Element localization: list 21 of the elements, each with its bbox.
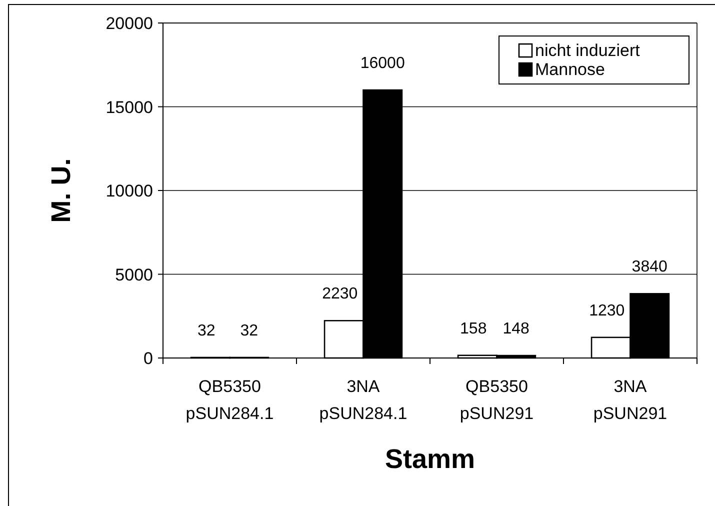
- y-tick-label: 15000: [106, 98, 153, 117]
- y-axis-title: M. U.: [46, 158, 76, 223]
- x-axis-title: Stamm: [384, 444, 476, 474]
- y-tick-label: 10000: [106, 182, 153, 200]
- data-label: 2230: [322, 286, 358, 303]
- x-tick-label: QB5350 pSUN291: [460, 377, 534, 423]
- y-tick-label: 0: [144, 349, 153, 368]
- data-label: 158: [460, 320, 487, 338]
- y-tick-label: 20000: [106, 14, 153, 33]
- x-tick-label: QB5350 pSUN284.1: [186, 377, 274, 423]
- data-label: 3840: [632, 258, 668, 276]
- data-label: 16000: [360, 55, 405, 72]
- data-label: 1230: [589, 302, 625, 320]
- x-tick-label: 3NA pSUN284.1: [319, 377, 408, 423]
- legend-label: Mannose: [535, 60, 605, 79]
- data-label: 32: [240, 322, 258, 340]
- data-label: 148: [502, 320, 530, 338]
- y-tick-label: 5000: [115, 265, 153, 284]
- legend-label: nicht induziert: [535, 41, 640, 60]
- x-tick-label: 3NA pSUN291: [593, 377, 668, 423]
- data-label: 32: [197, 322, 216, 340]
